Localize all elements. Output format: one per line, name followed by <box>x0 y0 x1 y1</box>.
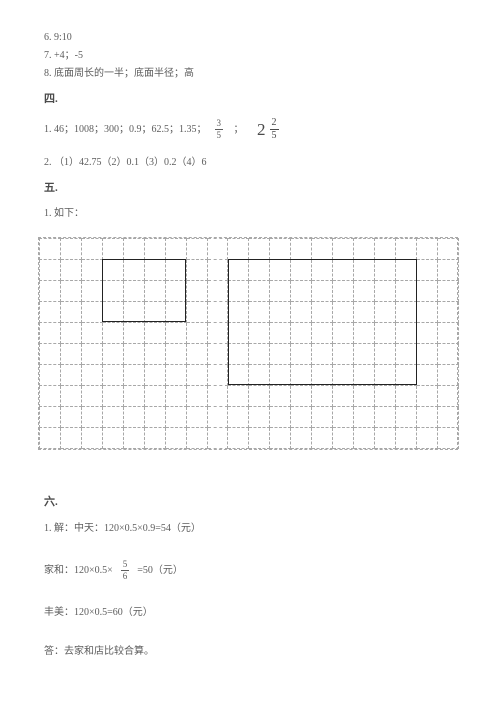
frac-num: 3 <box>215 119 224 129</box>
sec4-q1-mid: ； <box>226 122 251 137</box>
sec6-line2b: =50（元） <box>132 563 183 578</box>
mixed-whole: 2 <box>257 121 266 138</box>
mixed-num: 2 <box>270 118 279 129</box>
rect-large <box>228 259 417 385</box>
page-root: 6. 9:10 7. +4；-5 8. 底面周长的一半；底面半径；高 四. 1.… <box>0 0 500 659</box>
rect-small <box>102 259 186 322</box>
mixed-2-2-5: 2 2 5 <box>257 118 282 141</box>
top-line-7: 7. +4；-5 <box>44 48 456 63</box>
frac-den: 6 <box>121 570 130 581</box>
section-6-head: 六. <box>44 494 456 511</box>
sec6-q1-line1: 1. 解：中天：120×0.5×0.9=54（元） <box>44 521 456 536</box>
grid-diagram <box>38 237 458 450</box>
sec4-q1: 1. 46；1008；300；0.9；62.5；1.35； 3 5 ； 2 2 … <box>44 118 456 141</box>
spacer <box>44 450 456 484</box>
top-line-6: 6. 9:10 <box>44 30 456 45</box>
mixed-den: 5 <box>270 129 279 141</box>
top-line-8: 8. 底面周长的一半；底面半径；高 <box>44 66 456 81</box>
frac-num: 5 <box>121 560 130 570</box>
sec6-q1-line3: 丰美：120×0.5=60（元） <box>44 605 456 620</box>
fraction-5-6: 5 6 <box>121 560 130 581</box>
sec4-q1-prefix: 1. 46；1008；300；0.9；62.5；1.35； <box>44 122 212 137</box>
sec4-q2: 2. （1）42.75（2）0.1（3）0.2（4）6 <box>44 155 456 170</box>
mixed-frac: 2 5 <box>270 118 279 141</box>
sec6-line2a: 家和：120×0.5× <box>44 563 118 578</box>
fraction-3-5: 3 5 <box>215 119 224 140</box>
frac-den: 5 <box>215 129 224 140</box>
sec5-q1: 1. 如下： <box>44 206 456 221</box>
section-5-head: 五. <box>44 180 456 197</box>
section-4-head: 四. <box>44 91 456 108</box>
grid-outer <box>38 237 458 450</box>
sec6-q1-line2: 家和：120×0.5× 5 6 =50（元） <box>44 560 456 581</box>
sec6-q1-answer: 答：去家和店比较合算。 <box>44 644 456 659</box>
